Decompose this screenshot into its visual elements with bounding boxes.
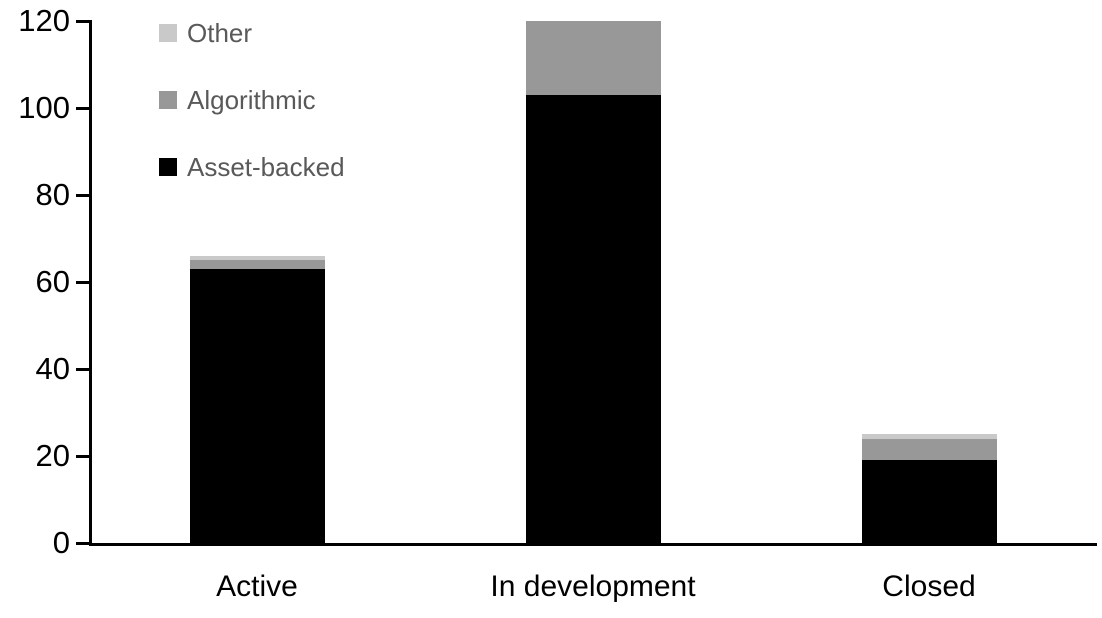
y-tick-label: 80 xyxy=(35,177,70,212)
bar-segment-asset-backed xyxy=(189,268,325,543)
legend-item-other: Other xyxy=(159,20,345,46)
y-tick-label: 100 xyxy=(18,90,70,125)
legend: Other Algorithmic Asset-backed xyxy=(159,20,345,180)
legend-item-algorithmic: Algorithmic xyxy=(159,87,345,113)
y-tick-mark xyxy=(76,20,92,23)
bar-segment-other xyxy=(861,434,997,439)
y-tick-mark xyxy=(76,455,92,458)
bar-segment-algorithmic xyxy=(525,21,661,95)
x-category-label: In development xyxy=(490,570,696,603)
y-tick-mark xyxy=(76,542,92,545)
y-tick-mark xyxy=(76,107,92,110)
y-tick-label: 40 xyxy=(35,351,70,386)
y-tick-label: 20 xyxy=(35,438,70,473)
x-category-label: Active xyxy=(216,570,298,603)
legend-swatch-icon xyxy=(159,91,177,109)
y-tick-mark xyxy=(76,281,92,284)
y-tick-mark xyxy=(76,194,92,197)
y-tick-label: 60 xyxy=(35,264,70,299)
legend-swatch-icon xyxy=(159,24,177,42)
legend-item-asset-backed: Asset-backed xyxy=(159,154,345,180)
legend-swatch-icon xyxy=(159,158,177,176)
bar-segment-algorithmic xyxy=(189,260,325,269)
bar-segment-other xyxy=(189,255,325,261)
y-tick-label: 0 xyxy=(52,525,70,560)
legend-label: Other xyxy=(187,18,253,48)
bar-segment-asset-backed xyxy=(861,460,997,543)
x-category-label: Closed xyxy=(882,570,976,603)
y-tick-mark xyxy=(76,368,92,371)
legend-label: Algorithmic xyxy=(187,85,316,115)
legend-label: Asset-backed xyxy=(187,152,345,182)
x-axis-line xyxy=(89,543,1097,546)
bar-segment-algorithmic xyxy=(861,438,997,461)
bar-segment-asset-backed xyxy=(525,94,661,543)
y-tick-label: 120 xyxy=(18,3,70,38)
